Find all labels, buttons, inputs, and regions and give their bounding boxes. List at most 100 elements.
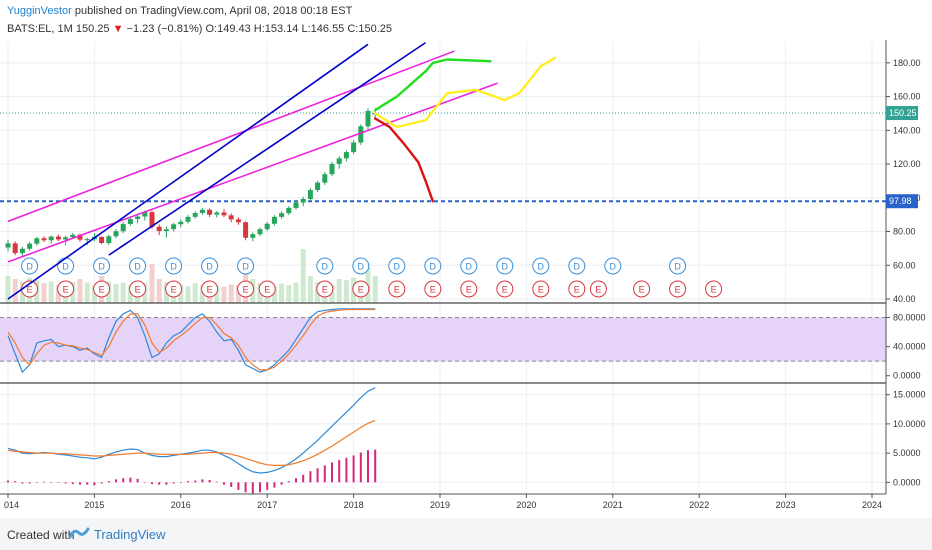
earnings-marker xyxy=(496,280,514,298)
price-tick-label: 120.00 xyxy=(893,159,921,169)
price-tick-label: 160.00 xyxy=(893,92,921,102)
price-tick-label: 180.00 xyxy=(893,58,921,68)
earnings-marker xyxy=(93,280,111,298)
macd-histogram-bar xyxy=(215,481,218,483)
price-label-text: 150.25 xyxy=(889,108,917,118)
macd-histogram-bar xyxy=(7,480,9,483)
publisher-link[interactable]: YugginVestor xyxy=(7,5,72,17)
volume-bar xyxy=(271,286,277,303)
dividend-marker-label: D xyxy=(98,262,105,272)
volume-bar xyxy=(343,280,349,303)
macd-histogram-bar xyxy=(107,481,110,483)
macd-histogram-bar xyxy=(201,479,204,483)
earnings-marker xyxy=(424,280,442,298)
stochastic-pane xyxy=(0,308,886,374)
candle-body xyxy=(279,213,285,217)
candle-body xyxy=(149,212,155,227)
candle-body xyxy=(77,234,83,240)
macd-histogram-bar xyxy=(136,478,139,483)
earnings-marker-label: E xyxy=(675,285,681,295)
candle-body xyxy=(84,239,90,241)
macd-histogram-bar xyxy=(244,482,247,493)
candle-body xyxy=(221,212,227,216)
macd-histogram-bar xyxy=(331,462,333,483)
earnings-marker-label: E xyxy=(430,285,436,295)
price-label-text: 97.98 xyxy=(889,196,912,206)
last-price: 150.25 xyxy=(75,23,110,35)
macd-histogram-bar xyxy=(367,450,369,483)
trend-line xyxy=(108,41,427,256)
candle-body xyxy=(48,236,54,241)
volume-bar xyxy=(91,285,97,303)
volume-bar xyxy=(336,279,342,303)
earnings-marker-label: E xyxy=(243,285,249,295)
chart-area[interactable]: D D D D D D D D D D D D D D D D D E E E E E E E E E E E E E E E E E E E E 40… xyxy=(0,0,932,518)
time-tick-label: 2024 xyxy=(862,500,882,510)
stoch-tick-label: 0.0000 xyxy=(893,371,921,381)
macd-histogram-bar xyxy=(115,479,117,483)
dividend-marker-label: D xyxy=(358,262,365,272)
time-axis[interactable]: 014 2015 2016 2017 2018 2019 2020 2021 2022 2023 2… xyxy=(0,493,886,510)
earnings-marker-label: E xyxy=(711,285,717,295)
macd-tick-label: 5.0000 xyxy=(893,448,921,458)
volume-bar xyxy=(221,286,227,303)
time-tick-label: 014 xyxy=(4,500,19,510)
dividend-marker-label: D xyxy=(394,262,401,272)
time-tick-label: 2019 xyxy=(430,500,450,510)
macd-histogram-bar xyxy=(359,452,362,483)
price-label-badge xyxy=(886,194,918,209)
volume-bar xyxy=(286,285,292,303)
price-tick-label: 60.00 xyxy=(893,260,916,270)
candle-body xyxy=(214,212,220,215)
earnings-marker-label: E xyxy=(538,285,544,295)
macd-histogram-bar xyxy=(295,478,297,483)
macd-histogram-bar xyxy=(165,482,168,485)
candle-body xyxy=(264,223,270,230)
dividend-marker-label: D xyxy=(610,262,617,272)
macd-histogram-bar xyxy=(309,471,312,483)
candle-body xyxy=(135,216,141,220)
macd-histogram-bar xyxy=(21,482,24,484)
candle-body xyxy=(336,158,342,164)
candle-body xyxy=(293,202,299,208)
candle-body xyxy=(99,236,105,244)
dividend-marker xyxy=(388,257,406,275)
candle-body xyxy=(235,219,241,223)
volume-bar xyxy=(199,285,205,303)
macd-histogram-bar xyxy=(35,482,38,483)
trend-line xyxy=(7,50,455,223)
candle-body xyxy=(5,243,11,248)
macd-signal-line xyxy=(7,419,376,466)
brush-stroke xyxy=(374,56,557,129)
candle-body xyxy=(19,248,25,254)
pane-dividers xyxy=(0,302,886,384)
dividend-marker xyxy=(424,257,442,275)
volume-bar xyxy=(48,281,54,303)
dividend-marker-label: D xyxy=(26,262,33,272)
volume-bar xyxy=(214,285,220,303)
macd-histogram-bar xyxy=(57,482,60,483)
tradingview-brand-link[interactable]: TradingView xyxy=(94,527,166,542)
macd-histogram-bar xyxy=(179,482,182,483)
candle-body xyxy=(63,237,69,240)
event-markers: D D D D D D D D D D D D D D D D D E E E E E E E E E E E E E E E E E E E E xyxy=(21,257,723,298)
candle-body xyxy=(207,209,213,215)
dividend-marker xyxy=(532,257,550,275)
macd-histogram-bar xyxy=(194,480,197,483)
dividend-marker-label: D xyxy=(206,262,213,272)
earnings-marker xyxy=(460,280,478,298)
macd-histogram-bar xyxy=(280,482,283,485)
earnings-marker-label: E xyxy=(27,285,33,295)
macd-histogram-bar xyxy=(316,468,319,483)
earnings-marker xyxy=(633,280,651,298)
macd-tick-label: 0.0000 xyxy=(893,477,921,487)
volume-bar xyxy=(149,264,155,303)
volume-bar xyxy=(55,285,61,303)
dividend-marker-label: D xyxy=(502,262,509,272)
macd-histogram-bar xyxy=(122,478,125,483)
created-with-label: Created with xyxy=(7,528,75,542)
price-axis[interactable]: 40.0060.0080.00100.00120.00140.00160.001… xyxy=(885,40,932,518)
time-tick-label: 2022 xyxy=(689,500,709,510)
trend-line xyxy=(7,82,498,263)
footer: Created with TradingView xyxy=(0,518,932,550)
